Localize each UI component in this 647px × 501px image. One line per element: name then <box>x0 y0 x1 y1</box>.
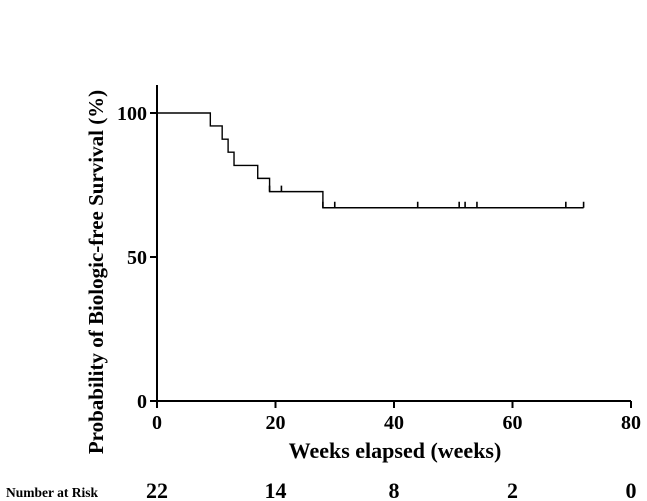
risk-value: 2 <box>507 478 518 501</box>
y-tick-label: 100 <box>117 103 147 125</box>
x-tick-label: 80 <box>621 412 641 434</box>
risk-value: 14 <box>265 478 287 501</box>
risk-value: 8 <box>389 478 400 501</box>
x-tick-label: 0 <box>152 412 162 434</box>
y-axis-label: Probability of Biologic-free Survival (%… <box>84 90 108 454</box>
survival-curve <box>157 112 584 209</box>
risk-value: 22 <box>146 478 168 501</box>
x-tick-label: 60 <box>503 412 523 434</box>
risk-value: 0 <box>626 478 637 501</box>
x-tick-label: 20 <box>266 412 286 434</box>
x-tick-label: 40 <box>384 412 404 434</box>
risk-table-label: Number at Risk <box>6 485 99 500</box>
y-ticks: 0 50 100 <box>117 103 157 413</box>
axes <box>156 85 631 402</box>
censor-marks <box>268 185 585 208</box>
y-tick-label: 50 <box>127 247 147 269</box>
x-ticks: 0 20 40 60 80 <box>152 401 641 434</box>
risk-values: 22 14 8 2 0 <box>146 478 637 501</box>
y-tick-label: 0 <box>137 391 147 413</box>
risk-table: Number at Risk 22 14 8 2 0 <box>6 478 637 501</box>
x-axis-label: Weeks elapsed (weeks) <box>289 438 502 463</box>
